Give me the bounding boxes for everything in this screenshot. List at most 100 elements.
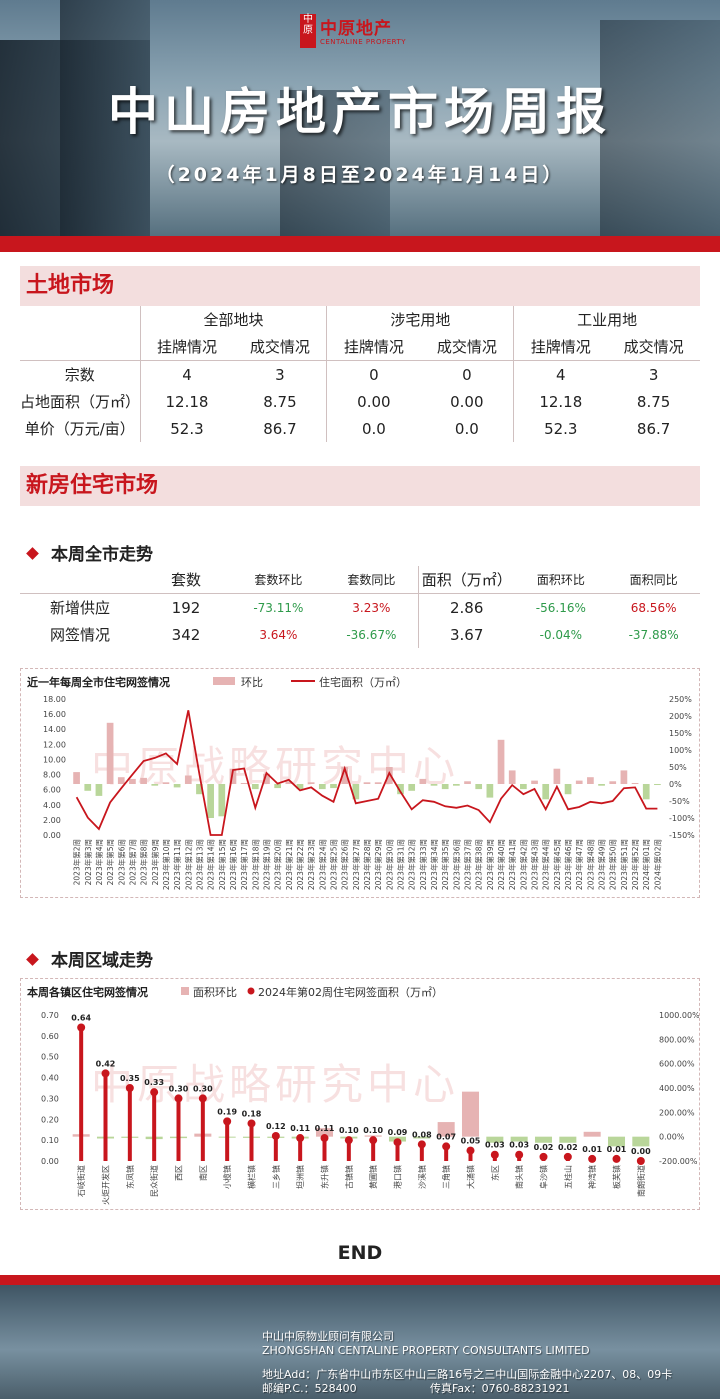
- cell: 12.18: [139, 388, 234, 415]
- x-tick-label: 2023年第29周: [373, 839, 383, 890]
- data-label: 0.10: [339, 1126, 359, 1135]
- area-bar: [176, 1098, 181, 1161]
- table-row: 单价（万元/亩） 52.3 86.7 0.0 0.0 52.3 86.7: [20, 415, 700, 442]
- cell: 52.3: [139, 415, 234, 442]
- area-dot: [466, 1146, 475, 1155]
- row-label: 单价（万元/亩）: [24, 420, 135, 438]
- area-dot: [563, 1152, 572, 1161]
- table-row: 占地面积（万㎡） 12.18 8.75 0.00 0.00 12.18 8.75: [20, 388, 700, 415]
- x-tick-label: 2023年第31周: [396, 839, 406, 890]
- x-tick-label: 阜沙镇: [539, 1165, 549, 1189]
- land-group-header: 工业用地: [513, 306, 700, 333]
- ratio-bar: [553, 768, 561, 784]
- x-tick-label: 2023年第52周: [630, 839, 640, 890]
- x-tick-label: 2023年第48周: [585, 839, 595, 890]
- data-label: 0.42: [96, 1059, 116, 1068]
- area-dot: [174, 1094, 183, 1103]
- x-tick-label: 三角镇: [441, 1165, 451, 1189]
- area-bar: [200, 1098, 205, 1161]
- legend-swatch-ratio: [213, 677, 235, 685]
- x-tick-label: 2023年第38周: [474, 839, 484, 890]
- data-label: 0.12: [266, 1122, 286, 1131]
- x-tick-label: 2023年第14周: [206, 839, 216, 890]
- x-tick-label: 2023年第21周: [284, 839, 294, 890]
- y-tick-label: 0.30: [41, 1094, 59, 1103]
- ratio-bar: [564, 784, 572, 795]
- ratio-bar: [642, 784, 650, 800]
- ratio-bar: [352, 784, 360, 800]
- ratio-bar: [486, 1136, 504, 1143]
- data-label: 0.08: [412, 1130, 432, 1139]
- row-label: 新增供应: [49, 599, 110, 617]
- section-title-newhome: 新房住宅市场: [20, 466, 700, 506]
- ratio-bar: [632, 1136, 650, 1147]
- cell: 342: [171, 625, 201, 644]
- table-row: 宗数 4 3 0 0 4 3: [20, 360, 700, 388]
- ratio-bar: [229, 768, 237, 784]
- cell: 3: [648, 365, 659, 384]
- x-tick-label: 2023年第13周: [194, 839, 204, 890]
- area-dot: [247, 1119, 256, 1128]
- subsection-title-district: 本周区域走势: [26, 946, 153, 971]
- y-tick-label: 18.00: [43, 695, 66, 704]
- cell: 3.64%: [259, 627, 298, 642]
- data-label: 0.18: [242, 1109, 262, 1118]
- x-tick-label: 2023年第16周: [228, 839, 238, 890]
- ratio-bar: [441, 784, 449, 790]
- area-bar: [371, 1140, 376, 1161]
- x-tick-label: 2023年第26周: [340, 839, 350, 890]
- ratio-bar: [542, 784, 550, 800]
- y-tick-label: 150%: [669, 729, 692, 738]
- cell: 192: [171, 598, 201, 617]
- ratio-bar: [631, 782, 639, 784]
- area-dot: [612, 1154, 621, 1163]
- legend-dot-area: [247, 987, 255, 995]
- land-corner: [20, 306, 140, 333]
- data-label: 0.10: [363, 1126, 383, 1135]
- area-bar: [152, 1092, 157, 1161]
- y-tick-label: 800.00%: [659, 1035, 695, 1044]
- chart-title: 本周各镇区住宅网签情况: [27, 985, 148, 999]
- company-logo: 中原 中原地产 CENTALINE PROPERTY: [300, 14, 420, 54]
- district-chart-svg: 本周各镇区住宅网签情况 面积环比 2024年第02周住宅网签面积（万㎡） 中原战略研究…: [27, 985, 699, 1205]
- ratio-bar: [151, 784, 159, 786]
- cell: 4: [513, 360, 608, 388]
- y-tick-label: 200%: [669, 712, 692, 721]
- x-tick-label: 神湾镇: [587, 1165, 597, 1189]
- ratio-bar: [207, 784, 214, 818]
- y-tick-label: -50%: [669, 797, 690, 806]
- y-tick-label: 16.00: [43, 710, 66, 719]
- area-dot: [636, 1157, 645, 1165]
- district-chart: 本周各镇区住宅网签情况 面积环比 2024年第02周住宅网签面积（万㎡） 中原战略研究…: [20, 978, 700, 1210]
- weekly-chart-svg: 近一年每周全市住宅网签情况 环比 住宅面积（万㎡）中原战略研究中心0.002.004…: [27, 675, 695, 890]
- area-bar: [468, 1150, 473, 1161]
- legend-label: 环比: [241, 676, 263, 689]
- data-label: 0.03: [509, 1141, 529, 1150]
- y-tick-label: 6.00: [43, 786, 61, 795]
- ratio-bar: [531, 780, 538, 784]
- x-tick-label: 2023年第36周: [451, 839, 461, 890]
- diamond-icon: [26, 547, 39, 560]
- x-tick-label: 2023年第25周: [328, 839, 338, 890]
- footer-fax: 传真Fax：0760-88231921: [430, 1382, 570, 1395]
- section-title-land: 土地市场: [20, 266, 700, 306]
- ratio-bar: [285, 781, 293, 784]
- ratio-bar: [385, 767, 393, 784]
- x-tick-label: 三乡镇: [271, 1165, 281, 1189]
- x-tick-label: 2023年第28周: [362, 839, 372, 890]
- ratio-bar: [218, 784, 226, 817]
- cell: 0.0: [326, 415, 421, 442]
- land-table: 全部地块 涉宅用地 工业用地 挂牌情况 成交情况 挂牌情况 成交情况 挂牌情况 …: [20, 306, 700, 442]
- data-label: 0.00: [631, 1147, 651, 1156]
- x-tick-label: 南区: [198, 1165, 208, 1181]
- y-tick-label: 600.00%: [659, 1060, 695, 1069]
- ratio-bar: [475, 784, 483, 790]
- ratio-bar: [263, 773, 270, 784]
- x-tick-label: 2023年第49周: [597, 839, 607, 890]
- y-tick-label: 250%: [669, 695, 692, 704]
- header-red-bar: [0, 236, 720, 252]
- x-tick-label: 2023年第3周: [83, 839, 93, 885]
- x-tick-label: 板芙镇: [612, 1165, 622, 1189]
- x-tick-label: 2023年第47周: [574, 839, 584, 890]
- data-label: 0.02: [534, 1143, 554, 1152]
